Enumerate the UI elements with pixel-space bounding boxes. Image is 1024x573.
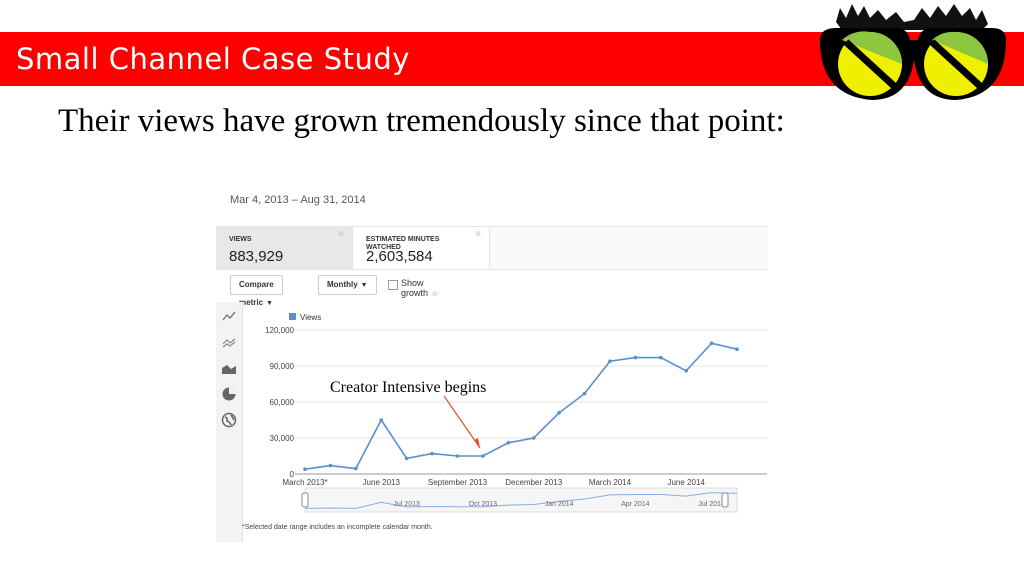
help-icon[interactable]: ⊘ [475, 231, 481, 238]
data-point [658, 355, 663, 360]
data-point [379, 418, 384, 422]
caret-down-icon: ▼ [266, 300, 273, 307]
tab-views[interactable]: VIEWS 883,929 ⊘ [216, 227, 352, 269]
data-point [557, 411, 561, 415]
data-point [735, 347, 739, 351]
pie-chart-icon[interactable] [221, 386, 237, 402]
series-line-views [304, 342, 738, 470]
legend-swatch [289, 313, 296, 320]
data-point [633, 355, 638, 360]
analytics-screenshot: Mar 4, 2013 – Aug 31, 2014 VIEWS 883,929… [216, 186, 768, 542]
x-tick-label: June 2013 [363, 478, 401, 487]
incomplete-month-footnote: *Selected date range includes an incompl… [242, 524, 433, 531]
x-tick-label: December 2013 [505, 478, 562, 487]
x-tick-label: March 2014 [589, 478, 632, 487]
navigator-tick-label: Jan 2014 [545, 501, 574, 508]
tab-minutes-value: 2,603,584 [366, 248, 433, 265]
data-point [506, 441, 511, 445]
show-growth-label: Show growth ⊘ [401, 278, 438, 298]
y-tick-label: 120,000 [265, 326, 294, 335]
data-point [684, 369, 688, 373]
navigator-tick-label: Apr 2014 [621, 501, 650, 508]
data-point [608, 359, 612, 363]
period-dropdown[interactable]: Monthly ▼ [318, 275, 377, 295]
range-navigator [304, 487, 738, 513]
x-tick-label: June 2014 [667, 478, 705, 487]
data-point [354, 466, 358, 471]
navigator-selection [305, 488, 737, 512]
y-tick-label: 60,000 [270, 398, 295, 407]
x-tick-label: September 2013 [428, 478, 488, 487]
show-growth-checkbox[interactable] [388, 280, 398, 290]
annotation-text: Creator Intensive begins [330, 379, 486, 396]
caret-down-icon: ▼ [360, 282, 368, 289]
period-label: Monthly [327, 280, 358, 289]
data-point [303, 467, 307, 472]
tab-minutes-watched[interactable]: ESTIMATED MINUTES WATCHED 2,603,584 ⊘ [352, 227, 490, 269]
compare-metric-dropdown[interactable]: Compare metric ▼ [230, 275, 283, 307]
navigator-tick-label: Oct 2013 [469, 501, 498, 508]
tab-views-label: VIEWS [229, 236, 252, 243]
data-point [430, 451, 434, 456]
navigator-handle[interactable] [301, 492, 309, 508]
compare-metric-label: Compare metric [239, 280, 274, 307]
navigator-tick-label: Jul 2014 [698, 501, 725, 508]
slide-subtitle: Their views have grown tremendously sinc… [58, 103, 785, 139]
y-tick-label: 30,000 [270, 434, 295, 443]
glasses-logo-icon [820, 4, 1006, 100]
navigator-tick-label: Jul 2013 [393, 501, 420, 508]
line-chart-icon[interactable] [221, 308, 237, 324]
date-range[interactable]: Mar 4, 2013 – Aug 31, 2014 [230, 194, 366, 206]
help-icon[interactable]: ⊘ [338, 231, 344, 238]
data-point [709, 341, 714, 345]
data-point [582, 391, 587, 396]
data-point [404, 456, 409, 461]
data-point [531, 436, 536, 440]
navigator-line [304, 492, 738, 509]
tab-minutes-label: ESTIMATED MINUTES WATCHED [366, 236, 440, 251]
y-tick-label: 0 [290, 470, 295, 479]
show-growth-text: Show growth [401, 278, 429, 298]
slide-title: Small Channel Case Study [16, 42, 410, 76]
multi-line-icon[interactable] [221, 334, 237, 350]
annotation-arrowhead [474, 438, 480, 448]
stacked-area-icon[interactable] [221, 360, 237, 376]
globe-icon[interactable] [221, 412, 237, 428]
legend-label: Views [300, 313, 321, 322]
tab-views-value: 883,929 [229, 248, 284, 265]
annotation-arrow [443, 395, 481, 449]
data-point [455, 454, 460, 458]
data-point [328, 463, 333, 468]
navigator-handle[interactable] [721, 492, 729, 508]
chart-type-sidebar [216, 302, 243, 542]
help-icon[interactable]: ⊘ [432, 291, 438, 298]
x-tick-label: March 2013* [282, 478, 327, 487]
views-line-chart: 0 30,000 60,000 90,000 120,000 Views March 201… [265, 313, 767, 513]
metric-tabs: VIEWS 883,929 ⊘ ESTIMATED MINUTES WATCHE… [216, 226, 768, 270]
y-tick-label: 90,000 [270, 362, 295, 371]
data-point [481, 454, 485, 458]
